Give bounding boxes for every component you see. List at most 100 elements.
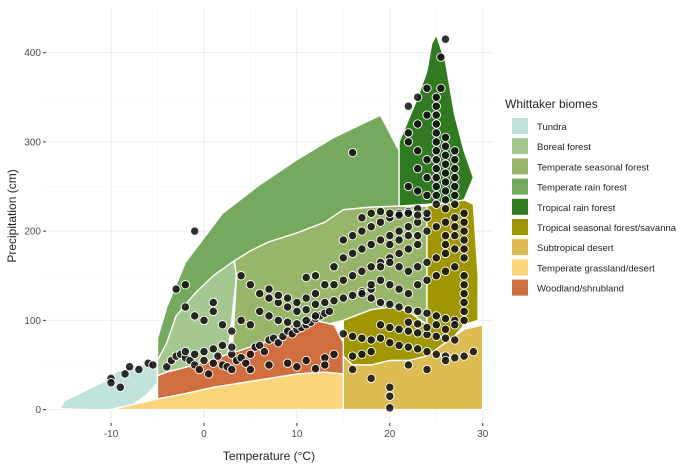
data-point [375, 262, 386, 272]
data-point [208, 344, 218, 354]
data-point [403, 208, 414, 218]
data-point [450, 155, 460, 165]
data-point [255, 340, 265, 351]
data-point [282, 293, 293, 303]
x-tick-label: -10 [104, 429, 119, 440]
data-point [310, 288, 321, 299]
data-point [385, 208, 395, 218]
data-point [190, 226, 200, 236]
data-point [403, 266, 414, 276]
data-point [431, 349, 441, 359]
data-point [217, 320, 228, 330]
data-point [245, 280, 256, 290]
data-point [385, 239, 395, 250]
data-point [450, 172, 460, 183]
data-point [301, 305, 311, 315]
data-point [413, 163, 423, 174]
legend-key-boreal-forest [512, 138, 528, 155]
data-point [241, 358, 251, 368]
data-point [440, 266, 451, 276]
data-point [385, 299, 395, 309]
data-point [385, 322, 395, 333]
data-point [375, 275, 386, 285]
data-point [259, 346, 270, 357]
x-axis-title: Temperature (°C) [223, 449, 315, 463]
data-point [450, 353, 460, 363]
data-point [208, 297, 218, 308]
data-point [227, 326, 237, 336]
data-point [375, 217, 386, 227]
data-point [245, 364, 256, 375]
data-point [245, 320, 256, 330]
y-axis-title: Precipitation (cm) [5, 169, 19, 262]
data-point [375, 297, 386, 308]
data-point [329, 296, 339, 306]
data-point [422, 190, 432, 201]
data-point [413, 262, 423, 272]
data-point [440, 324, 451, 334]
data-point [338, 329, 348, 339]
data-point [413, 210, 423, 220]
data-point [431, 181, 441, 192]
data-point [394, 248, 404, 259]
data-point [422, 346, 432, 357]
data-point [413, 319, 423, 329]
data-point [292, 297, 302, 308]
data-point [338, 293, 348, 303]
data-point [431, 146, 441, 156]
data-point [413, 119, 423, 129]
data-point [385, 257, 395, 268]
data-point [403, 342, 414, 352]
data-point [413, 344, 423, 354]
data-point [440, 150, 451, 160]
data-point [422, 226, 432, 236]
data-point [357, 244, 367, 254]
data-point [357, 288, 367, 299]
data-point [264, 284, 274, 294]
data-point [431, 155, 441, 165]
x-tick-label: 30 [477, 429, 489, 440]
data-point [422, 155, 432, 165]
data-point [431, 92, 441, 102]
data-point [385, 338, 395, 348]
data-point [431, 271, 441, 281]
data-point [431, 190, 441, 201]
data-point [450, 222, 460, 232]
data-point [329, 349, 339, 359]
data-point [450, 190, 460, 201]
data-point [450, 181, 460, 192]
data-point [385, 391, 395, 401]
data-point [403, 360, 414, 370]
data-point [459, 315, 469, 326]
data-point [431, 128, 441, 138]
legend-label: Woodland/shrubland [537, 284, 624, 295]
data-point [431, 101, 441, 111]
data-point [366, 208, 376, 218]
data-point [450, 163, 460, 174]
legend-label: Tundra [537, 122, 567, 133]
data-point [413, 186, 423, 196]
data-point [366, 346, 376, 357]
data-point [301, 355, 311, 366]
legend-label: Subtropical desert [537, 243, 614, 254]
data-point [162, 362, 172, 372]
data-point [403, 230, 414, 241]
data-point [403, 101, 414, 111]
legend-key-temperate-rain-forest [512, 178, 528, 195]
data-point [366, 262, 376, 272]
data-point [422, 172, 432, 183]
data-point [450, 244, 460, 254]
data-point [199, 346, 209, 357]
y-axis-ticks: 0 100 200 300 400 [24, 48, 46, 416]
data-point [403, 288, 414, 299]
legend-key-tropical-seasonal-forest-savanna [512, 219, 528, 235]
data-point [413, 306, 423, 317]
legend-label: Temperate grassland/desert [537, 263, 655, 274]
y-tick-label: 400 [24, 48, 41, 59]
data-point [459, 226, 469, 236]
data-point [450, 320, 460, 330]
legend: Whittaker biomes Tundra Boreal forest Temp… [505, 97, 677, 296]
data-point [199, 315, 209, 326]
data-point [213, 351, 223, 361]
y-tick-label: 100 [24, 316, 41, 327]
